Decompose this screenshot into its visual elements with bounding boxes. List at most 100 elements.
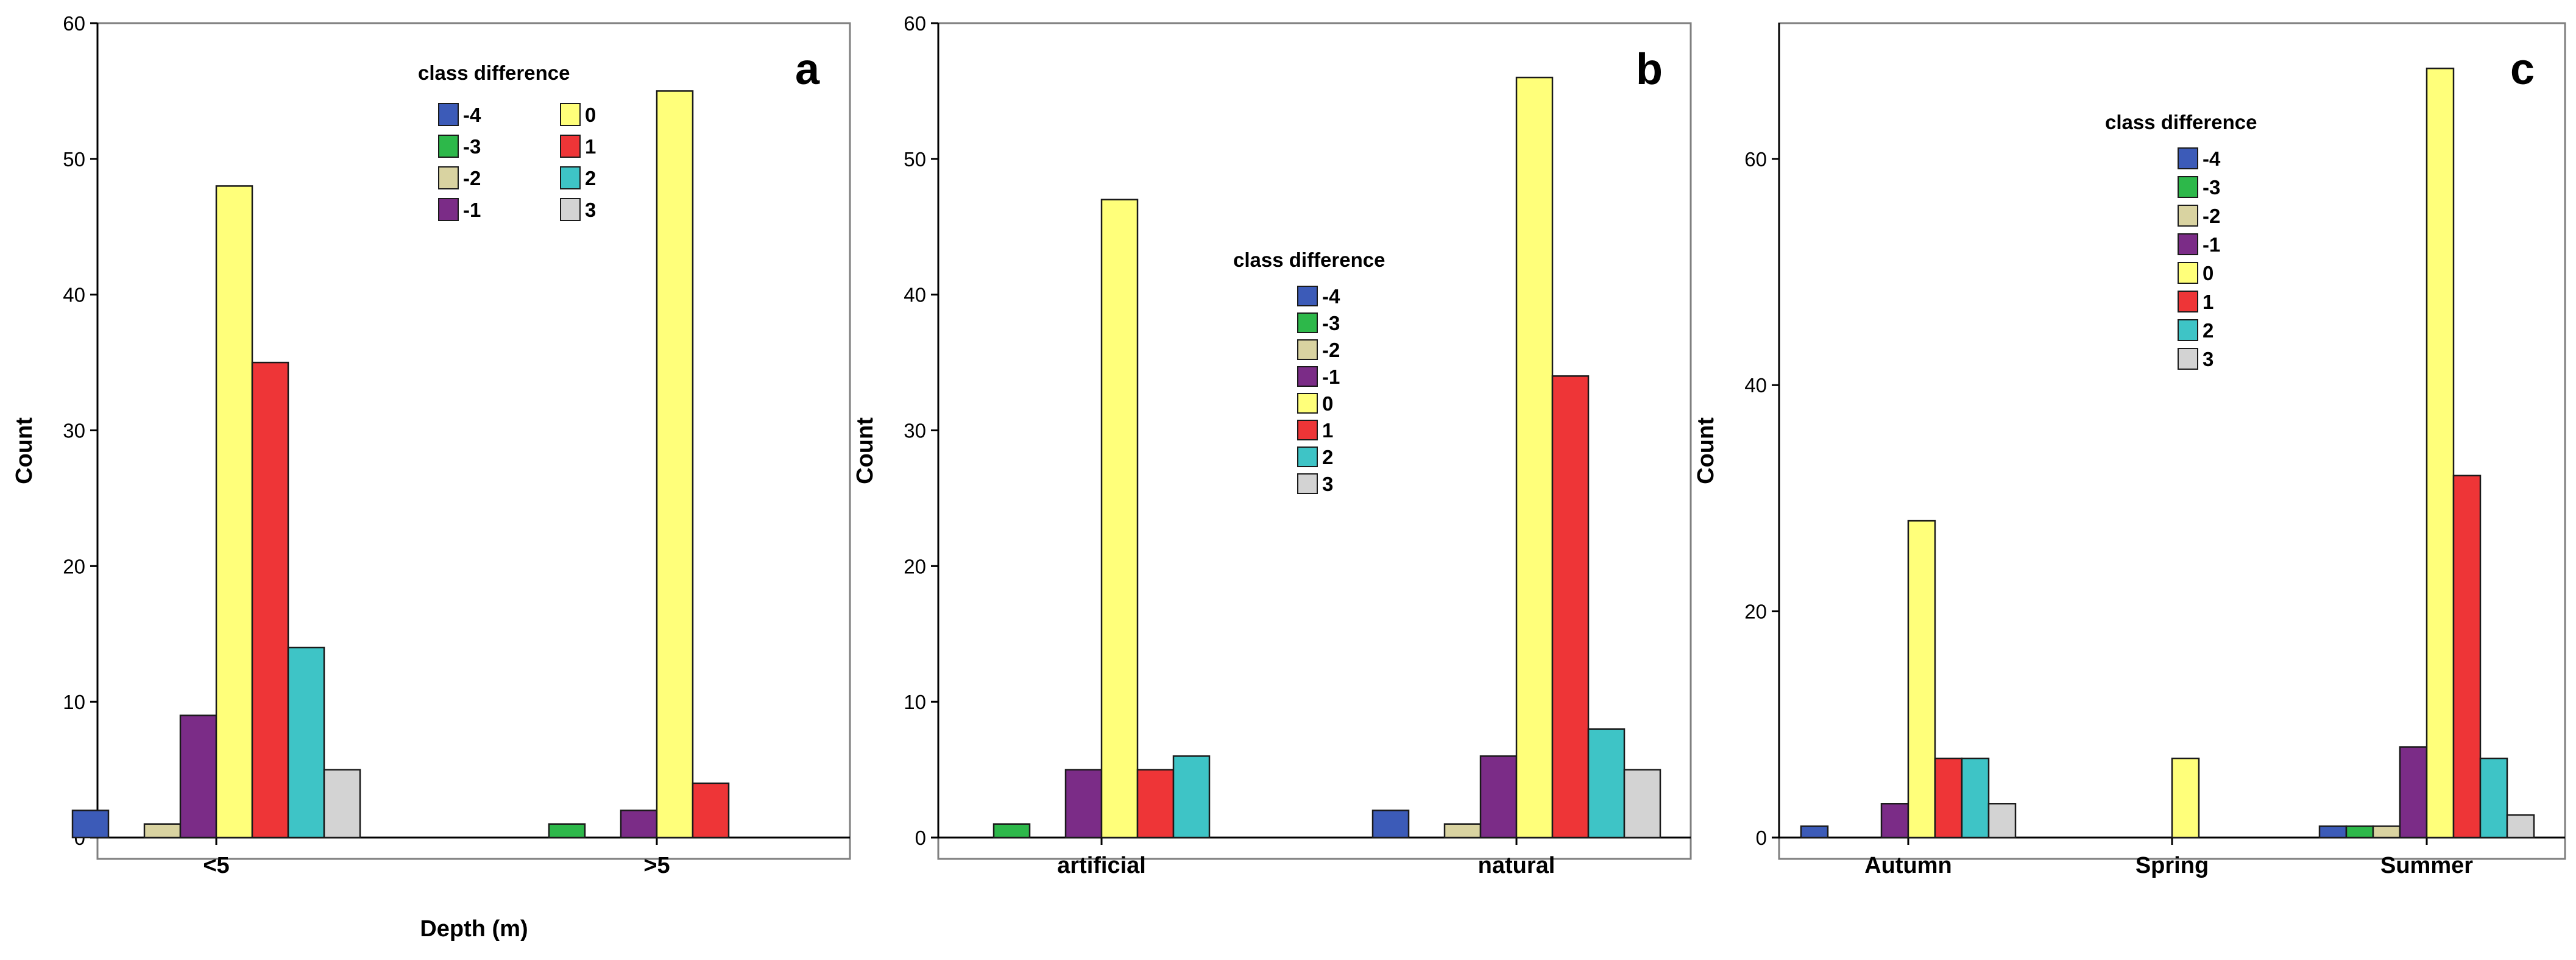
y-tick-label: 10 — [63, 691, 85, 713]
x-category-label: Spring — [2135, 853, 2209, 878]
bar-Autumn-2 — [1961, 757, 1990, 839]
panel-b-legend-title: class difference — [1233, 249, 1385, 271]
panel-c-legend-title: class difference — [2105, 111, 2257, 133]
legend-swatch-neg2 — [1297, 339, 1318, 360]
legend-label-3: 3 — [1322, 473, 1333, 495]
legend-swatch-2 — [1297, 446, 1318, 467]
y-tick-label: 60 — [904, 12, 926, 35]
legend-swatch-3 — [560, 198, 581, 221]
panel-a: a Count Depth (m) 0 10 20 30 40 50 60 <5 >5 clas… — [12, 12, 851, 942]
y-tick-label: 20 — [904, 555, 926, 577]
legend-swatch-neg2 — [2178, 205, 2198, 227]
y-tick-label: 20 — [1744, 601, 1767, 623]
legend-label-neg2: -2 — [1322, 339, 1340, 361]
panel-b-label: b — [1636, 45, 1663, 94]
bar-5-2 — [287, 646, 325, 839]
legend-swatch-0 — [2178, 262, 2198, 284]
y-tick-label: 60 — [63, 12, 85, 35]
bar-Autumn-0 — [1907, 520, 1936, 839]
panel-a-ylabel: Count — [12, 417, 37, 484]
x-category-label: artificial — [1057, 853, 1146, 878]
y-tick-label: 40 — [63, 284, 85, 306]
panel-c-legend: class difference -4 -3 -2 -1 0 1 2 3 — [2105, 111, 2257, 370]
bar-Summer-neg4 — [2318, 825, 2348, 839]
legend-swatch-neg1 — [438, 198, 459, 221]
legend-label-3: 3 — [585, 199, 596, 221]
bar-Summer-neg3 — [2345, 825, 2374, 839]
bar-5-1 — [251, 361, 289, 839]
bar-Summer-3 — [2506, 814, 2535, 839]
bar-5-neg3 — [548, 823, 586, 839]
legend-label-1: 1 — [585, 135, 596, 158]
legend-swatch-2 — [2178, 319, 2198, 341]
bar-natural-0 — [1515, 76, 1554, 839]
y-tick-label: 0 — [915, 827, 926, 849]
legend-swatch-1 — [560, 135, 581, 158]
bar-natural-1 — [1551, 375, 1590, 839]
bar-Summer-neg2 — [2372, 825, 2401, 839]
bar-Summer-0 — [2426, 68, 2455, 839]
panel-a-legend: class difference -4 -3 -2 -1 0 1 2 3 — [418, 62, 596, 221]
legend-label-2: 2 — [2203, 319, 2213, 342]
panel-b-legend: class difference -4 -3 -2 -1 0 1 2 3 — [1233, 249, 1385, 495]
legend-swatch-2 — [560, 166, 581, 189]
panel-a-legend-title: class difference — [418, 62, 570, 84]
bar-artificial-neg3 — [993, 823, 1031, 839]
y-tick-label: 30 — [63, 420, 85, 442]
bar-natural-neg2 — [1443, 823, 1482, 839]
bar-natural-3 — [1623, 769, 1661, 839]
bar-artificial-1 — [1136, 769, 1175, 839]
legend-label-neg4: -4 — [463, 104, 481, 126]
legend-swatch-1 — [2178, 291, 2198, 312]
bar-5-neg2 — [143, 823, 182, 839]
legend-label-neg2: -2 — [463, 167, 481, 189]
legend-label-0: 0 — [585, 104, 596, 126]
bar-Autumn-neg4 — [1800, 825, 1829, 839]
y-tick-label: 50 — [904, 148, 926, 171]
y-tick-label: 40 — [904, 284, 926, 306]
panel-a-axes: 0 10 20 30 40 50 60 <5 >5 — [63, 12, 850, 878]
x-category-label: <5 — [203, 853, 229, 878]
bar-natural-2 — [1587, 728, 1626, 839]
bar-5-0 — [656, 90, 694, 839]
legend-label-2: 2 — [1322, 446, 1333, 468]
y-tick-label: 20 — [63, 555, 85, 577]
bar-Autumn-3 — [1987, 803, 2017, 839]
legend-label-neg1: -1 — [463, 199, 481, 221]
legend-label-2: 2 — [585, 167, 596, 189]
x-category-label: Summer — [2380, 853, 2473, 878]
panel-c-ylabel: Count — [1693, 417, 1719, 484]
bar-5-neg4 — [71, 810, 110, 839]
legend-label-1: 1 — [2203, 291, 2213, 313]
bar-5-0 — [215, 185, 253, 839]
bar-Autumn-neg1 — [1880, 803, 1909, 839]
legend-label-0: 0 — [2203, 262, 2213, 284]
panel-b-ylabel: Count — [852, 417, 878, 484]
legend-swatch-0 — [1297, 393, 1318, 414]
legend-swatch-neg3 — [1297, 312, 1318, 333]
panel-c-label: c — [2510, 45, 2535, 94]
panel-a-bars — [71, 90, 730, 839]
y-tick-label: 40 — [1744, 374, 1767, 397]
legend-label-neg3: -3 — [463, 135, 481, 158]
legend-swatch-1 — [1297, 420, 1318, 440]
bar-5-1 — [692, 782, 730, 839]
panel-a-label: a — [795, 45, 820, 94]
legend-swatch-neg1 — [1297, 366, 1318, 387]
bar-natural-neg4 — [1371, 810, 1410, 839]
x-category-label: natural — [1478, 853, 1555, 878]
legend-label-neg2: -2 — [2203, 205, 2220, 227]
y-tick-label: 0 — [1756, 827, 1767, 849]
x-category-label: >5 — [643, 853, 670, 878]
legend-label-3: 3 — [2203, 348, 2213, 370]
bar-artificial-neg1 — [1064, 769, 1103, 839]
bar-Summer-2 — [2479, 757, 2508, 839]
bar-Summer-1 — [2452, 475, 2482, 839]
legend-swatch-neg2 — [438, 166, 459, 189]
y-tick-label: 60 — [1744, 148, 1767, 171]
legend-label-neg3: -3 — [2203, 176, 2220, 199]
legend-swatch-neg4 — [2178, 147, 2198, 169]
